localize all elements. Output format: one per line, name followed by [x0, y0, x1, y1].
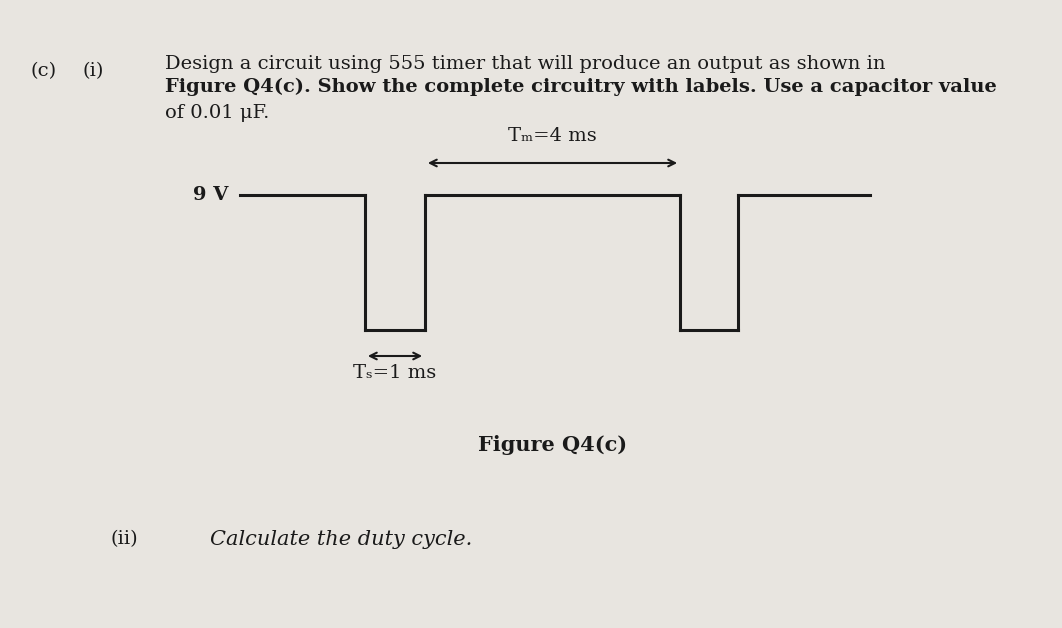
Text: (i): (i) [82, 62, 103, 80]
Text: Figure Q4(c): Figure Q4(c) [478, 435, 627, 455]
Text: (c): (c) [30, 62, 56, 80]
Text: Tₘ=4 ms: Tₘ=4 ms [508, 127, 597, 145]
Text: Calculate the duty cycle.: Calculate the duty cycle. [210, 530, 473, 549]
Text: 9 V: 9 V [192, 186, 228, 204]
Text: Design a circuit using 555 timer that will produce an output as shown in: Design a circuit using 555 timer that wi… [165, 55, 886, 73]
Text: (ii): (ii) [110, 530, 138, 548]
Text: Figure Q4(c). Show the complete circuitry with labels. Use a capacitor value: Figure Q4(c). Show the complete circuitr… [165, 78, 997, 96]
Text: Tₛ=1 ms: Tₛ=1 ms [354, 364, 436, 382]
Text: of 0.01 μF.: of 0.01 μF. [165, 104, 270, 122]
